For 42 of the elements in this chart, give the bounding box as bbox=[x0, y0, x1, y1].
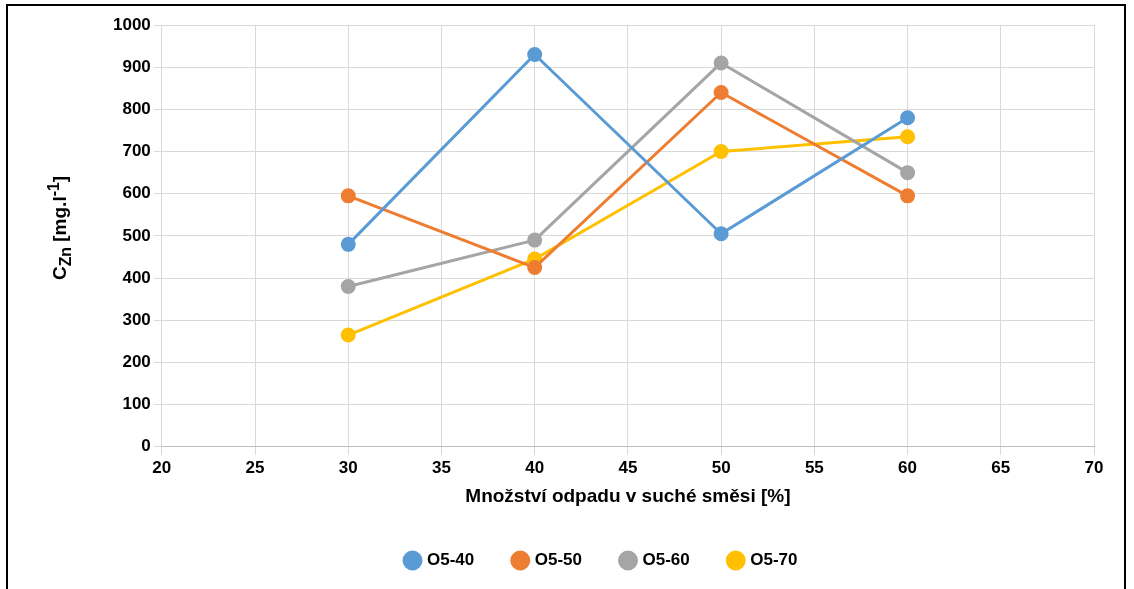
point bbox=[713, 84, 729, 100]
x-axis-title: Množství odpadu v suché směsi [%] bbox=[465, 484, 791, 506]
x-tick-label: 20 bbox=[152, 457, 172, 477]
point bbox=[340, 327, 356, 343]
y-tick-label: 200 bbox=[122, 352, 151, 372]
y-tick-label: 100 bbox=[122, 394, 151, 414]
y-tick-label: 400 bbox=[122, 267, 151, 287]
point bbox=[900, 129, 916, 145]
y-tick-label: 700 bbox=[122, 141, 151, 161]
point bbox=[527, 232, 543, 248]
point bbox=[527, 47, 543, 63]
x-tick-label: 65 bbox=[991, 457, 1011, 477]
point bbox=[527, 260, 543, 276]
x-tick-label: 30 bbox=[338, 457, 358, 477]
point bbox=[713, 55, 729, 71]
point bbox=[713, 144, 729, 160]
y-tick-label: 500 bbox=[122, 225, 151, 245]
x-tick-label: 25 bbox=[245, 457, 265, 477]
point bbox=[713, 226, 729, 242]
y-tick-label: 300 bbox=[122, 309, 151, 329]
legend-label: O5-50 bbox=[534, 550, 582, 570]
point bbox=[340, 188, 356, 204]
y-tick-label: 800 bbox=[122, 99, 151, 119]
y-tick-label: 600 bbox=[122, 183, 151, 203]
legend-label: O5-60 bbox=[642, 550, 690, 570]
point bbox=[340, 279, 356, 295]
y-tick-label: 1000 bbox=[112, 14, 151, 34]
legend-label: O5-40 bbox=[427, 550, 475, 570]
y-tick-label: 0 bbox=[141, 436, 151, 456]
point bbox=[900, 165, 916, 181]
point bbox=[340, 236, 356, 252]
x-tick-label: 45 bbox=[618, 457, 638, 477]
x-tick-label: 50 bbox=[711, 457, 731, 477]
x-tick-label: 70 bbox=[1084, 457, 1104, 477]
x-tick-label: 60 bbox=[898, 457, 918, 477]
x-tick-label: 40 bbox=[525, 457, 545, 477]
point bbox=[900, 188, 916, 204]
y-tick-label: 900 bbox=[122, 56, 151, 76]
legend-label: O5-70 bbox=[750, 550, 798, 570]
x-tick-label: 35 bbox=[432, 457, 451, 477]
x-tick-label: 55 bbox=[804, 457, 824, 477]
point bbox=[900, 110, 916, 126]
